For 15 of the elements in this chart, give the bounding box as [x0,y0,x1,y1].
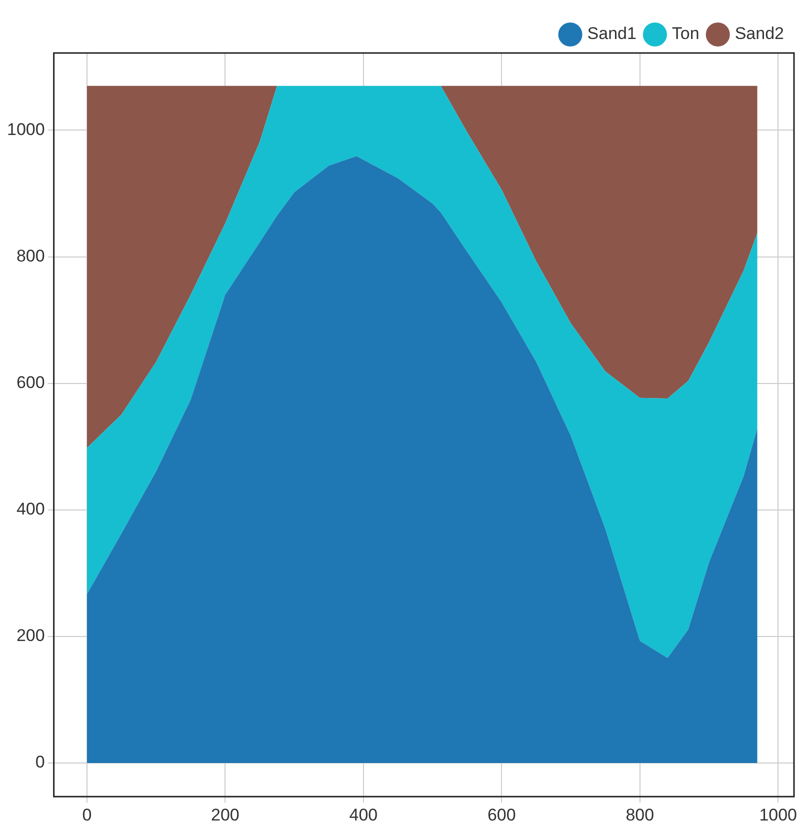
x-tick-label: 800 [626,805,654,824]
legend-label: Sand1 [587,24,636,44]
y-tick-label: 400 [16,500,45,519]
legend-label: Sand2 [734,24,784,44]
x-tick-label: 600 [487,805,516,824]
y-tick-label: 1000 [6,120,45,139]
x-tick-label: 0 [82,805,92,824]
y-tick-label: 800 [16,246,45,266]
x-tick-label: 1000 [759,805,798,824]
y-tick-label: 200 [16,626,45,646]
y-tick-label: 600 [16,373,45,392]
y-tick-label: 0 [35,752,45,772]
x-tick-label: 400 [349,805,378,824]
x-tick-label: 200 [211,805,240,824]
legend-label: Ton [672,24,700,44]
